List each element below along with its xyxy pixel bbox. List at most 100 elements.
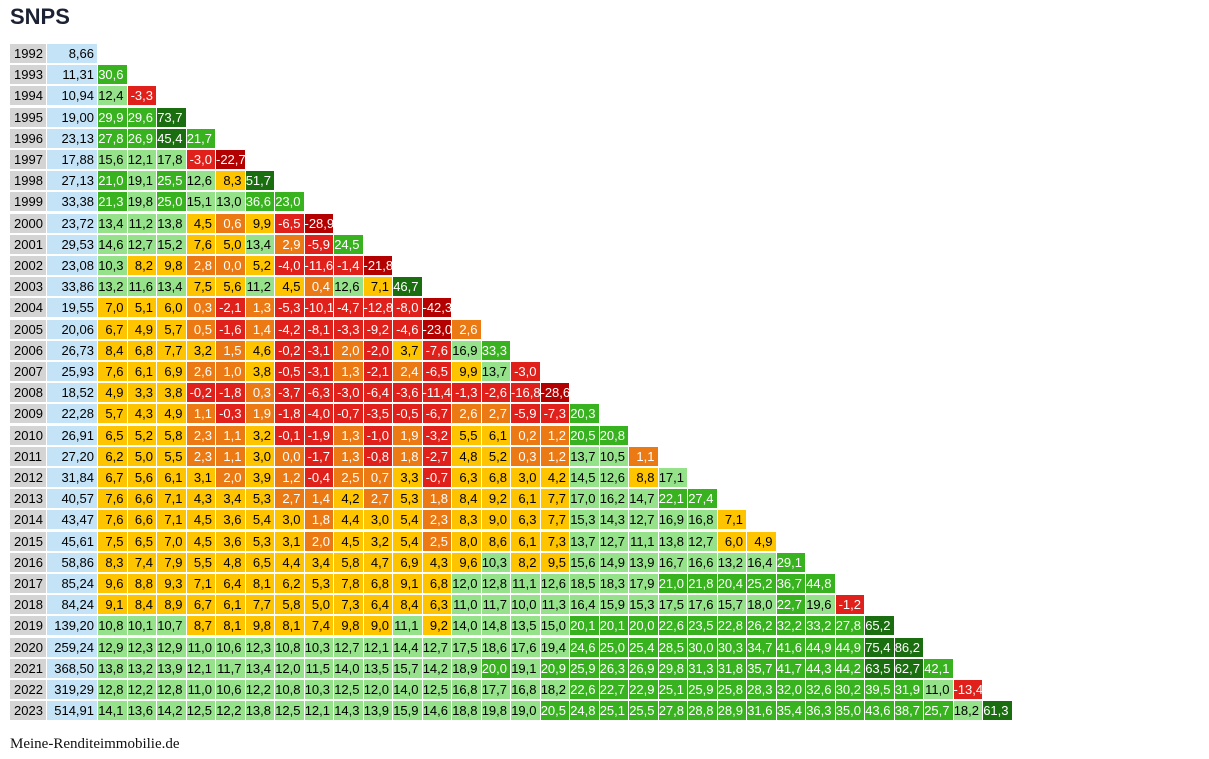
return-cell: 11,1: [629, 531, 658, 551]
return-cell: -10,1: [304, 298, 333, 318]
return-cell: -4,0: [304, 404, 333, 424]
return-cell: 29,9: [98, 107, 127, 127]
return-cell: 0,0: [216, 256, 245, 275]
return-cell: 46,7: [393, 277, 422, 297]
return-cell: 2,6: [452, 319, 481, 339]
return-cell: 8,6: [481, 531, 510, 551]
return-cell: 4,6: [245, 340, 274, 360]
return-cell: 16,2: [599, 489, 628, 509]
return-cell: 19,8: [481, 701, 510, 721]
return-cell: 17,6: [511, 637, 540, 657]
return-cell: 1,2: [540, 425, 569, 445]
return-cell: 25,5: [157, 171, 186, 191]
return-cell: -0,2: [275, 340, 304, 360]
return-cell: 14,9: [599, 552, 628, 572]
year-label: 2003: [10, 277, 46, 297]
return-cell: 10,6: [216, 637, 245, 657]
return-cell: -28,9: [304, 213, 333, 233]
return-cell: 16,7: [658, 552, 687, 572]
return-cell: 28,9: [717, 701, 746, 721]
return-cell: 1,4: [245, 319, 274, 339]
return-cell: 1,3: [245, 298, 274, 318]
return-cell: -0,5: [275, 362, 304, 381]
return-cell: 44,2: [835, 658, 864, 678]
return-cell: 17,5: [658, 595, 687, 615]
return-cell: 18,8: [452, 701, 481, 721]
return-cell: 8,4: [98, 340, 127, 360]
return-cell: 0,3: [245, 383, 274, 403]
return-cell: 5,2: [127, 425, 156, 445]
return-cell: 12,0: [452, 574, 481, 593]
return-cell: 6,6: [127, 510, 156, 530]
return-cell: 7,6: [186, 234, 215, 254]
return-cell: 16,6: [688, 552, 717, 572]
price-cell: 8,66: [47, 44, 97, 63]
return-cell: 33,3: [481, 340, 510, 360]
return-cell: -3,7: [275, 383, 304, 403]
return-cell: 13,4: [98, 213, 127, 233]
return-cell: 8,7: [186, 616, 215, 636]
price-cell: 19,00: [47, 107, 97, 127]
return-cell: 18,9: [452, 658, 481, 678]
return-cell: -1,6: [216, 319, 245, 339]
return-cell: 8,1: [245, 574, 274, 593]
return-cell: 5,5: [186, 552, 215, 572]
return-cell: 5,2: [245, 256, 274, 275]
year-label: 2018: [10, 595, 46, 615]
return-cell: 13,2: [98, 277, 127, 297]
return-cell: -5,9: [304, 234, 333, 254]
return-cell: 18,3: [599, 574, 628, 593]
return-cell: 4,9: [747, 531, 776, 551]
return-cell: 15,1: [186, 192, 215, 212]
return-cell: 6,1: [216, 595, 245, 615]
return-cell: 16,8: [688, 510, 717, 530]
price-cell: 33,86: [47, 277, 97, 297]
return-cell: 27,8: [658, 701, 687, 721]
return-cell: 8,4: [393, 595, 422, 615]
return-cell: 6,7: [98, 319, 127, 339]
year-label: 2007: [10, 362, 46, 381]
return-cell: 20,9: [540, 658, 569, 678]
year-label: 2000: [10, 213, 46, 233]
return-cell: 12,1: [363, 637, 392, 657]
return-cell: 11,0: [186, 637, 215, 657]
return-cell: 7,1: [157, 489, 186, 509]
year-label: 2006: [10, 340, 46, 360]
return-cell: 13,9: [157, 658, 186, 678]
return-cell: -2,6: [481, 383, 510, 403]
return-cell: -3,2: [422, 425, 451, 445]
return-cell: 4,7: [363, 552, 392, 572]
return-cell: -13,4: [953, 680, 982, 699]
return-cell: 5,4: [393, 531, 422, 551]
return-cell: 6,8: [422, 574, 451, 593]
return-cell: 12,4: [98, 86, 127, 106]
return-cell: 25,5: [629, 701, 658, 721]
return-cell: -6,5: [422, 362, 451, 381]
return-cell: 12,2: [127, 680, 156, 699]
return-cell: 19,8: [127, 192, 156, 212]
return-cell: 44,9: [835, 637, 864, 657]
return-cell: 2,7: [481, 404, 510, 424]
return-cell: 9,8: [157, 256, 186, 275]
return-cell: 4,4: [334, 510, 363, 530]
year-label: 2011: [10, 446, 46, 466]
return-cell: 44,9: [806, 637, 835, 657]
return-cell: -3,1: [304, 340, 333, 360]
price-cell: 514,91: [47, 701, 97, 721]
return-cell: 13,0: [216, 192, 245, 212]
return-cell: 6,5: [245, 552, 274, 572]
return-cell: 2,4: [393, 362, 422, 381]
return-cell: 27,8: [835, 616, 864, 636]
return-cell: 1,9: [393, 425, 422, 445]
return-cell: -4,6: [393, 319, 422, 339]
return-cell: 0,2: [511, 425, 540, 445]
return-cell: -3,5: [363, 404, 392, 424]
return-cell: 14,0: [334, 658, 363, 678]
return-cell: 4,5: [186, 213, 215, 233]
return-cell: 25,9: [570, 658, 599, 678]
year-label: 2020: [10, 637, 46, 657]
return-cell: 15,3: [629, 595, 658, 615]
return-cell: -1,0: [363, 425, 392, 445]
return-cell: 35,4: [776, 701, 805, 721]
return-cell: 0,7: [363, 468, 392, 487]
